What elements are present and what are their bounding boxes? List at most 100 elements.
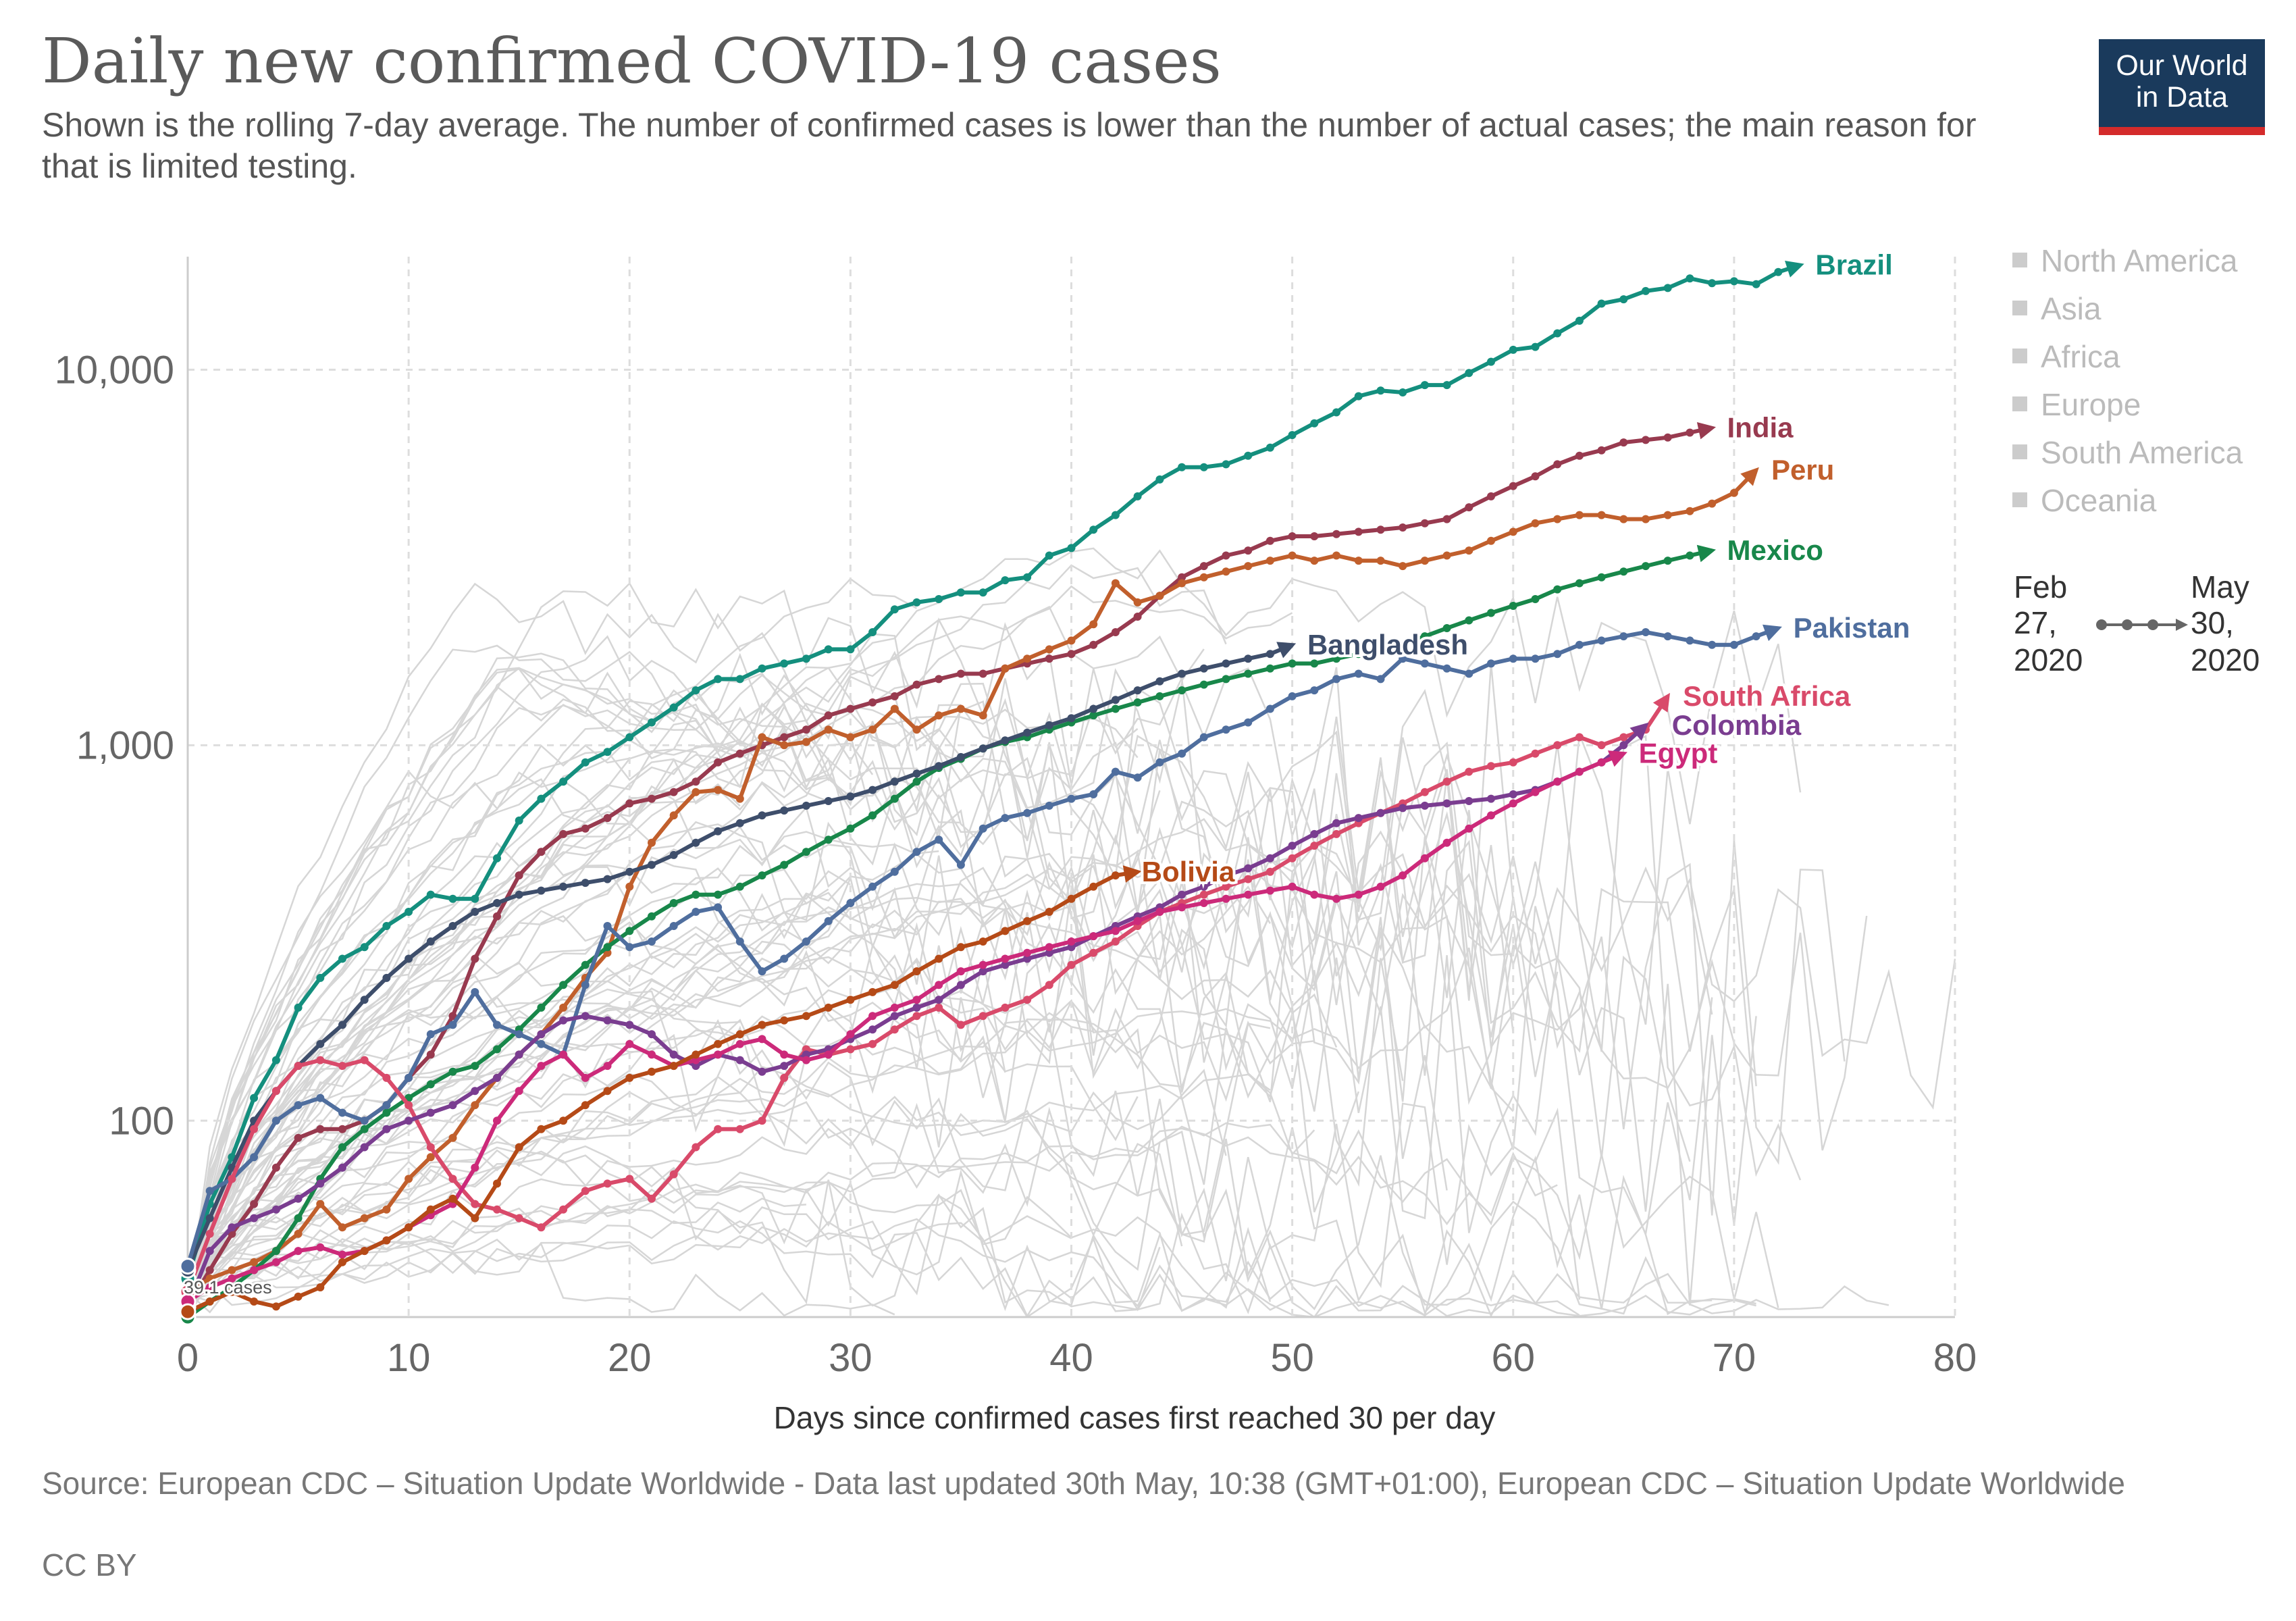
data-point [1266, 557, 1274, 565]
data-point [1045, 551, 1053, 560]
series-peru[interactable] [184, 467, 1759, 1296]
data-point [1023, 996, 1032, 1004]
series-line[interactable] [186, 751, 1625, 1304]
legend-item[interactable]: Oceania [2012, 483, 2157, 518]
data-point [294, 1003, 303, 1012]
series-label[interactable]: Mexico [1725, 532, 1826, 569]
data-point [890, 704, 899, 713]
data-point [912, 1003, 921, 1012]
series-brazil[interactable] [184, 261, 1804, 1283]
series-line[interactable] [186, 695, 1670, 1293]
data-point [1686, 428, 1694, 437]
data-point [1288, 551, 1297, 560]
data-point [956, 1021, 965, 1029]
data-point [205, 1274, 214, 1283]
series-label[interactable]: Bolivia [1139, 853, 1238, 890]
data-point [1442, 515, 1451, 523]
data-point [1597, 511, 1606, 519]
series-pakistan[interactable] [184, 624, 1782, 1270]
data-point [1222, 659, 1230, 668]
owid-logo[interactable]: Our World in Data [2099, 39, 2265, 135]
y-tick-label: 100 [109, 1099, 174, 1143]
data-point [1133, 686, 1142, 695]
series-label[interactable]: Egypt [1636, 735, 1721, 772]
data-point [1531, 749, 1540, 758]
data-point [692, 890, 700, 899]
data-point [228, 1266, 236, 1275]
chart-subtitle: Shown is the rolling 7-day average. The … [42, 106, 1977, 186]
data-point [294, 1247, 303, 1256]
data-point [1244, 890, 1253, 899]
background-country-line [186, 582, 1139, 1306]
timeline-slider[interactable] [2096, 619, 2188, 631]
data-point [714, 675, 723, 684]
background-country-line [186, 742, 1559, 1310]
data-point [1266, 536, 1274, 545]
series-label[interactable]: Colombia [1669, 706, 1804, 744]
data-point [1442, 551, 1451, 560]
data-point [912, 680, 921, 689]
data-point [1067, 636, 1076, 645]
data-point [890, 605, 899, 614]
series-colombia[interactable] [184, 722, 1649, 1311]
x-tick-label: 10 [387, 1336, 431, 1380]
series-egypt[interactable] [184, 750, 1627, 1306]
data-point [471, 1214, 479, 1223]
series-end-arrow [1122, 865, 1142, 883]
data-point [1222, 894, 1230, 903]
data-point [1310, 659, 1319, 668]
series-label[interactable]: Pakistan [1791, 609, 1913, 646]
data-point [360, 1247, 369, 1256]
data-point [824, 711, 833, 720]
series-label[interactable]: Brazil [1812, 246, 1895, 283]
data-point [1442, 664, 1451, 673]
data-point [1729, 277, 1738, 286]
background-country-line [186, 752, 961, 1300]
data-point [581, 1101, 590, 1110]
data-point [581, 1073, 590, 1082]
data-point [294, 1292, 303, 1301]
series-end-arrow [1629, 722, 1649, 741]
data-point [802, 801, 810, 810]
data-point [1310, 829, 1319, 838]
data-point [1575, 640, 1584, 649]
data-point [1575, 733, 1584, 742]
data-point [515, 1050, 523, 1059]
series-bolivia[interactable] [184, 865, 1142, 1316]
data-point [802, 725, 810, 734]
legend-item[interactable]: Africa [2012, 339, 2120, 374]
data-point [692, 1056, 700, 1064]
data-point [780, 860, 789, 869]
series-mexico[interactable] [184, 544, 1716, 1321]
data-point [1089, 790, 1098, 798]
legend-item[interactable]: Europe [2012, 387, 2141, 422]
data-point [758, 733, 766, 742]
data-point [758, 967, 766, 976]
data-point [448, 1133, 457, 1142]
series-label[interactable]: South Africa [1680, 677, 1854, 715]
series-line[interactable] [186, 426, 1713, 1308]
data-point [1178, 579, 1186, 588]
series-label[interactable]: Bangladesh [1305, 626, 1471, 663]
data-point [316, 1056, 325, 1064]
data-point [382, 922, 391, 930]
data-point [648, 718, 656, 727]
series-label[interactable]: India [1725, 409, 1797, 446]
series-india[interactable] [184, 422, 1716, 1311]
data-point [1708, 499, 1717, 508]
data-point [1399, 804, 1407, 813]
data-point [1465, 797, 1473, 805]
background-country-line [186, 868, 829, 1305]
legend-item[interactable]: South America [2012, 435, 2243, 470]
data-point [360, 943, 369, 952]
series-label[interactable]: Peru [1769, 451, 1837, 488]
series-bangladesh[interactable] [184, 642, 1297, 1275]
data-point [1509, 602, 1517, 610]
data-point [735, 749, 744, 758]
background-country-line [186, 771, 1713, 1298]
background-country-line [186, 769, 1448, 1316]
data-point [890, 794, 899, 803]
data-point [271, 1116, 280, 1125]
legend-item[interactable]: Asia [2012, 291, 2102, 326]
legend-item[interactable]: North America [2012, 243, 2238, 278]
